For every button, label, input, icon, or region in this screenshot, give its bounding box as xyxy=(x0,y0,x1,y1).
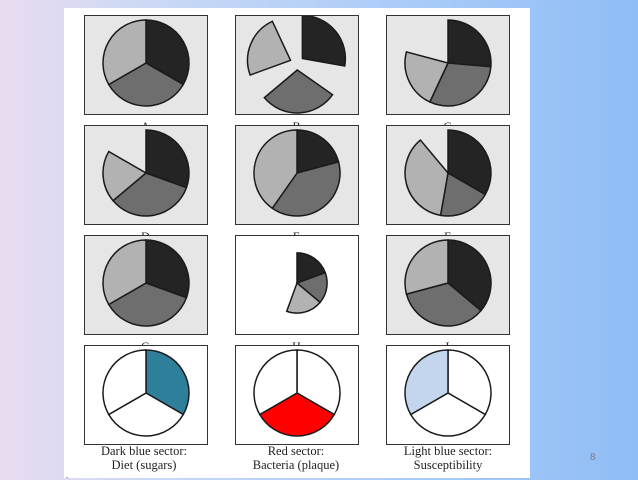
diet-caption-title: Dark blue sector: xyxy=(100,444,188,458)
bacteria-caption-title: Red sector: xyxy=(267,444,325,458)
susceptibility-caption-text: Susceptibility xyxy=(413,458,483,472)
pie-panel-diet xyxy=(84,345,208,445)
pie-sector-mid xyxy=(405,282,482,327)
pie-chart xyxy=(102,349,190,437)
pie-sector-light xyxy=(253,129,298,210)
pie-chart xyxy=(102,239,190,327)
pie-sector-blank xyxy=(107,392,185,437)
pie-sector-light xyxy=(102,19,147,86)
pie-sector-dark xyxy=(145,239,190,299)
pie-chart xyxy=(404,349,492,437)
pie-sector-light xyxy=(102,150,148,202)
diet-caption-text: Diet (sugars) xyxy=(111,458,177,472)
pie-sector-blank xyxy=(409,392,487,437)
diet-caption: Dark blue sector: Diet (sugars) xyxy=(69,444,219,472)
pie-chart xyxy=(253,349,341,437)
pie-chart xyxy=(404,239,492,327)
pie-panel-i xyxy=(386,235,510,335)
pie-chart xyxy=(404,19,492,107)
pie-sector-dark xyxy=(301,16,347,67)
pie-panel-a xyxy=(84,15,208,115)
pie-sector-bacteria-red xyxy=(258,392,336,437)
pie-sector-blank xyxy=(102,349,147,416)
pie-sector-light xyxy=(285,281,322,314)
pie-sector-mid xyxy=(112,172,188,217)
pie-sector-light xyxy=(404,239,449,296)
pie-sector-blank xyxy=(253,349,298,416)
pie-panel-h xyxy=(235,235,359,335)
pie-chart xyxy=(285,252,328,314)
pie-sector-susceptibility-blue xyxy=(404,349,449,416)
susceptibility-caption: Light blue sector: Susceptibility xyxy=(373,444,523,472)
pie-chart xyxy=(246,16,347,114)
corner-mark: . xyxy=(66,471,68,480)
pie-sector-light xyxy=(404,50,450,103)
pie-sector-dark xyxy=(296,129,340,174)
susceptibility-caption-title: Light blue sector: xyxy=(403,444,493,458)
pie-panel-f xyxy=(386,125,510,225)
pie-chart xyxy=(404,129,492,217)
pie-panel-bacteria xyxy=(235,345,359,445)
pie-panel-c xyxy=(386,15,510,115)
pie-panel-d xyxy=(84,125,208,225)
bacteria-caption: Red sector: Bacteria (plaque) xyxy=(221,444,371,472)
pie-chart xyxy=(102,19,190,107)
pie-sector-mid xyxy=(107,62,185,107)
pie-sector-mid xyxy=(271,160,341,217)
pie-sector-dark xyxy=(447,19,492,68)
pie-chart xyxy=(253,129,341,217)
pie-sector-dark xyxy=(447,239,492,312)
pie-sector-mid xyxy=(263,69,334,114)
pie-sector-dark xyxy=(145,129,190,189)
pie-sector-light xyxy=(246,20,292,76)
pie-sector-mid xyxy=(428,62,492,107)
pie-sector-light xyxy=(404,139,449,217)
pie-sector-mid xyxy=(439,171,487,217)
pie-panel-susceptibility xyxy=(386,345,510,445)
pie-panel-e xyxy=(235,125,359,225)
bacteria-caption-text: Bacteria (plaque) xyxy=(252,458,340,472)
pie-chart xyxy=(102,129,190,217)
pie-panel-b xyxy=(235,15,359,115)
pie-sector-light xyxy=(102,239,147,306)
slide-number: 8 xyxy=(590,452,596,463)
pie-panel-g xyxy=(84,235,208,335)
